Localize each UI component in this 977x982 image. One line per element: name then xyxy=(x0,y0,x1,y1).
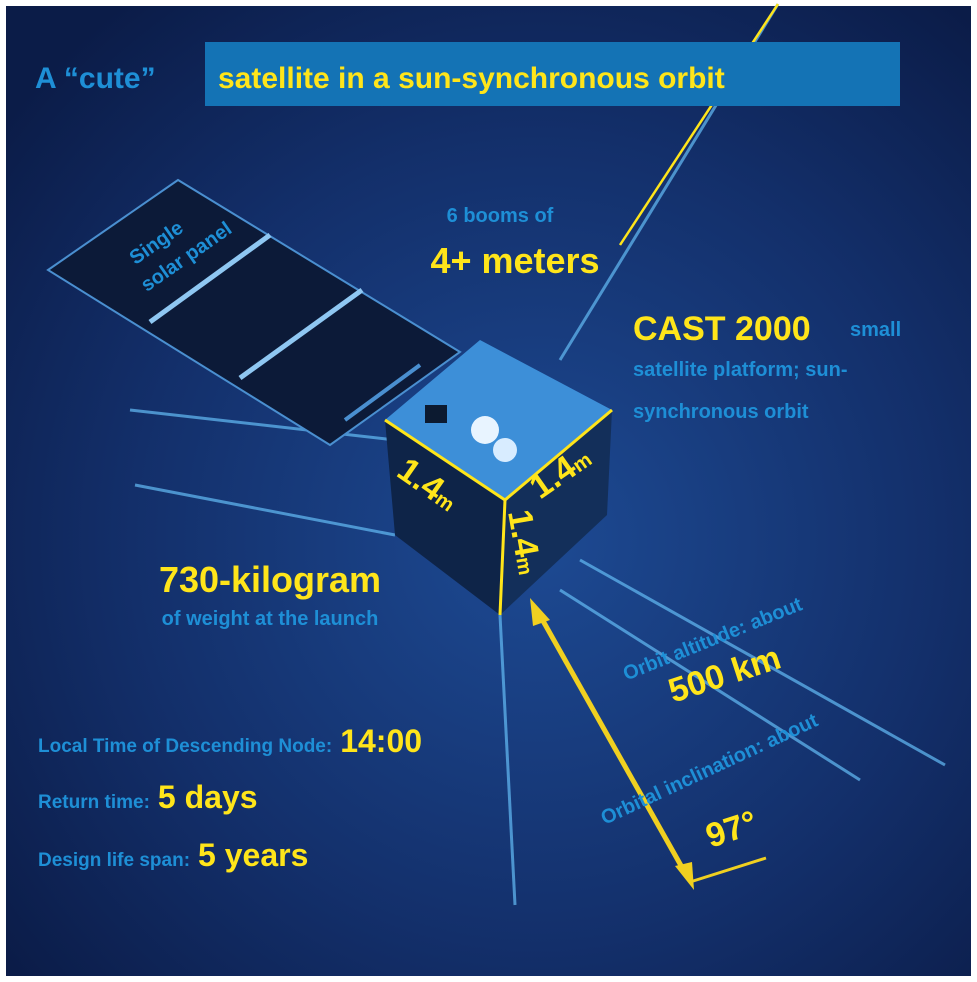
platform-big: CAST 2000 xyxy=(633,310,811,348)
title-prefix: A “cute” xyxy=(35,62,156,95)
fact-value: 14:00 xyxy=(340,723,422,759)
fact-value: 5 years xyxy=(198,837,308,873)
infographic: A “cute” satellite in a sun-synchronous … xyxy=(0,0,977,982)
fact-label: Local Time of Descending Node: xyxy=(38,736,332,757)
platform-line: satellite platform; sun- xyxy=(633,359,847,381)
platform-small: small xyxy=(850,319,901,341)
platform-line: synchronous orbit xyxy=(633,401,809,423)
weight-big: 730-kilogram xyxy=(159,559,381,600)
booms-small: 6 booms of xyxy=(447,205,554,227)
fact-value: 5 days xyxy=(158,779,258,815)
fact-label: Design life span: xyxy=(38,850,190,871)
fact-label: Return time: xyxy=(38,792,150,813)
title-highlight: satellite in a sun-synchronous orbit xyxy=(218,62,725,95)
booms-big: 4+ meters xyxy=(430,240,599,281)
weight-small: of weight at the launch xyxy=(162,608,379,630)
